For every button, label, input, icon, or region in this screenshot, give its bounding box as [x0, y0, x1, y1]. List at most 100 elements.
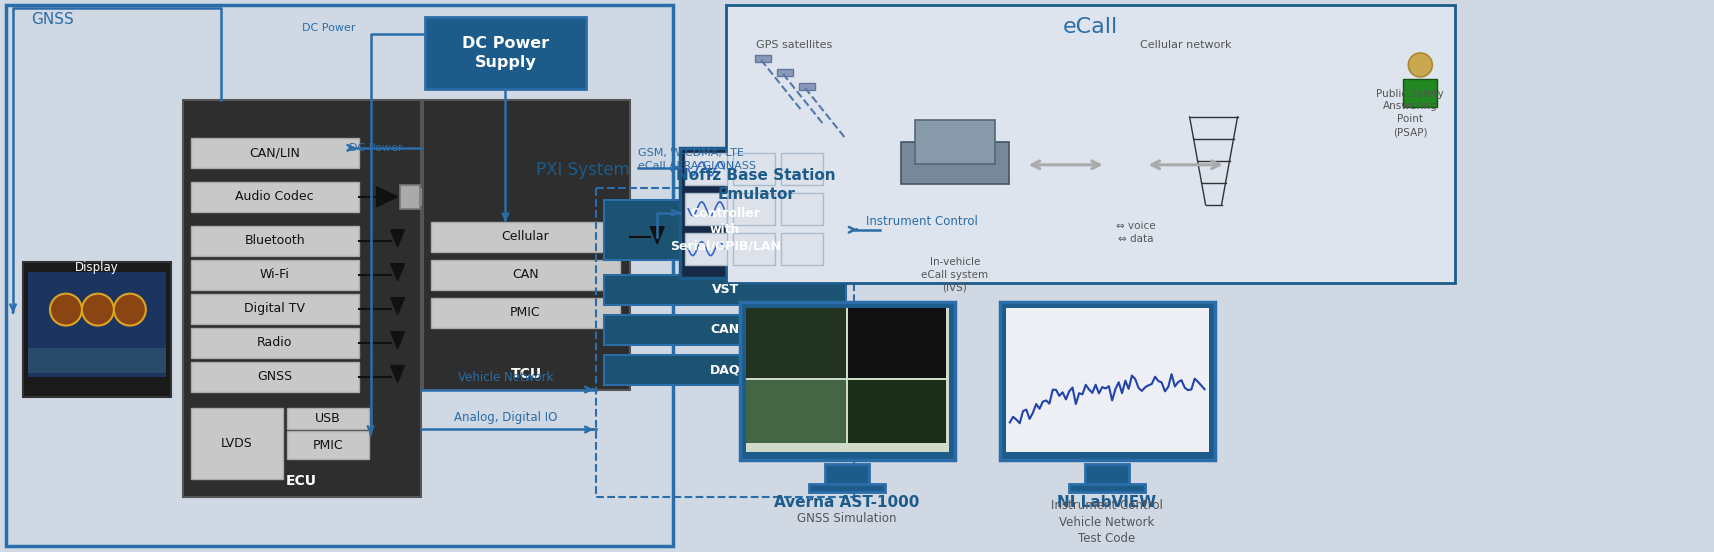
Bar — [782, 153, 823, 185]
Text: Instrument Control
Vehicle Network
Test Code: Instrument Control Vehicle Network Test … — [1051, 500, 1162, 545]
Text: GPS satellites: GPS satellites — [756, 40, 833, 50]
Bar — [746, 380, 847, 443]
Bar — [183, 100, 420, 497]
Text: CAN/LIN: CAN/LIN — [249, 146, 300, 160]
Bar — [22, 262, 171, 396]
Bar — [999, 301, 1215, 460]
Text: Bluetooth: Bluetooth — [245, 234, 305, 247]
Bar — [286, 407, 369, 429]
Text: eCall: eCall — [1063, 17, 1118, 37]
Bar — [596, 188, 854, 497]
Text: PMIC: PMIC — [511, 306, 540, 319]
Text: ECU: ECU — [286, 474, 317, 489]
Bar — [902, 142, 1010, 184]
Bar — [756, 55, 771, 62]
Text: DC Power
Supply: DC Power Supply — [461, 36, 548, 70]
Circle shape — [113, 294, 146, 326]
Text: GNSS: GNSS — [257, 370, 293, 383]
Text: Audio Codec: Audio Codec — [235, 190, 314, 203]
Bar — [824, 464, 869, 485]
Bar — [686, 233, 727, 264]
Polygon shape — [391, 230, 405, 247]
Text: Vehicle Network: Vehicle Network — [458, 371, 554, 384]
Text: Radio: Radio — [257, 336, 293, 349]
Bar — [727, 5, 1455, 283]
Bar — [1070, 485, 1145, 492]
Text: Noffz Base Station
Emulator: Noffz Base Station Emulator — [677, 168, 836, 202]
Bar — [190, 362, 358, 391]
Polygon shape — [391, 332, 405, 348]
Bar — [799, 83, 816, 90]
Text: Averna AST-1000: Averna AST-1000 — [775, 495, 920, 510]
Bar — [430, 298, 620, 327]
Text: GSM, W-CDMA, LTE
eCall / ERA-GLONASS: GSM, W-CDMA, LTE eCall / ERA-GLONASS — [638, 148, 756, 171]
Bar — [190, 294, 358, 323]
Bar — [190, 138, 358, 168]
Circle shape — [82, 294, 113, 326]
Text: VST: VST — [711, 283, 739, 296]
Text: DAQ: DAQ — [710, 363, 740, 376]
Bar — [605, 275, 847, 305]
Text: PXI System: PXI System — [536, 161, 631, 179]
Bar — [27, 348, 166, 373]
Text: NI LabVIEW: NI LabVIEW — [1058, 495, 1157, 510]
Text: GNSS: GNSS — [31, 13, 74, 28]
Text: ⇔ voice
⇔ data: ⇔ voice ⇔ data — [1116, 221, 1155, 244]
Text: LVDS: LVDS — [221, 437, 252, 450]
Text: DC Power: DC Power — [350, 143, 403, 153]
Text: In-vehicle
eCall system
(IVS): In-vehicle eCall system (IVS) — [922, 257, 989, 293]
Polygon shape — [391, 264, 405, 280]
Bar — [605, 200, 847, 259]
Text: Controller
with
Serial/GPIB/LAN: Controller with Serial/GPIB/LAN — [670, 206, 780, 253]
Bar — [190, 407, 283, 480]
Bar — [399, 185, 420, 209]
Bar — [776, 69, 794, 76]
Bar — [782, 193, 823, 225]
Text: DC Power: DC Power — [302, 23, 355, 33]
Bar — [7, 5, 674, 546]
Circle shape — [1409, 53, 1433, 77]
Bar — [430, 222, 620, 252]
Bar — [1085, 464, 1130, 485]
Bar — [746, 307, 847, 378]
Bar — [848, 380, 946, 443]
Polygon shape — [391, 365, 405, 383]
Text: Display: Display — [75, 261, 118, 274]
Text: Digital TV: Digital TV — [243, 302, 305, 315]
Bar — [809, 485, 884, 492]
Bar — [734, 233, 775, 264]
Bar — [605, 354, 847, 385]
Circle shape — [50, 294, 82, 326]
Bar — [1006, 307, 1208, 453]
Bar — [734, 153, 775, 185]
Bar — [190, 259, 358, 290]
Polygon shape — [391, 298, 405, 315]
Bar — [605, 315, 847, 344]
Bar — [423, 100, 631, 390]
Bar — [686, 153, 727, 185]
Bar — [1404, 79, 1438, 107]
Text: Public Safety
Answering
Point
(PSAP): Public Safety Answering Point (PSAP) — [1376, 89, 1445, 137]
Bar — [430, 259, 620, 290]
Text: Instrument Control: Instrument Control — [866, 215, 979, 228]
Polygon shape — [650, 227, 665, 243]
Bar — [425, 17, 586, 89]
Bar — [782, 233, 823, 264]
Bar — [680, 148, 831, 278]
Bar — [734, 193, 775, 225]
Bar — [848, 307, 946, 378]
Polygon shape — [377, 187, 398, 207]
Bar — [740, 301, 955, 460]
Bar — [190, 182, 358, 212]
Bar — [190, 327, 358, 358]
Bar — [420, 188, 427, 206]
Bar — [915, 120, 994, 164]
Text: TCU: TCU — [511, 367, 542, 380]
Text: PMIC: PMIC — [312, 439, 343, 452]
Text: Cellular network: Cellular network — [1140, 40, 1231, 50]
Bar — [686, 193, 727, 225]
Bar — [190, 226, 358, 256]
Text: USB: USB — [315, 412, 341, 425]
Text: Wi-Fi: Wi-Fi — [261, 268, 290, 281]
Text: Analog, Digital IO: Analog, Digital IO — [454, 411, 557, 424]
